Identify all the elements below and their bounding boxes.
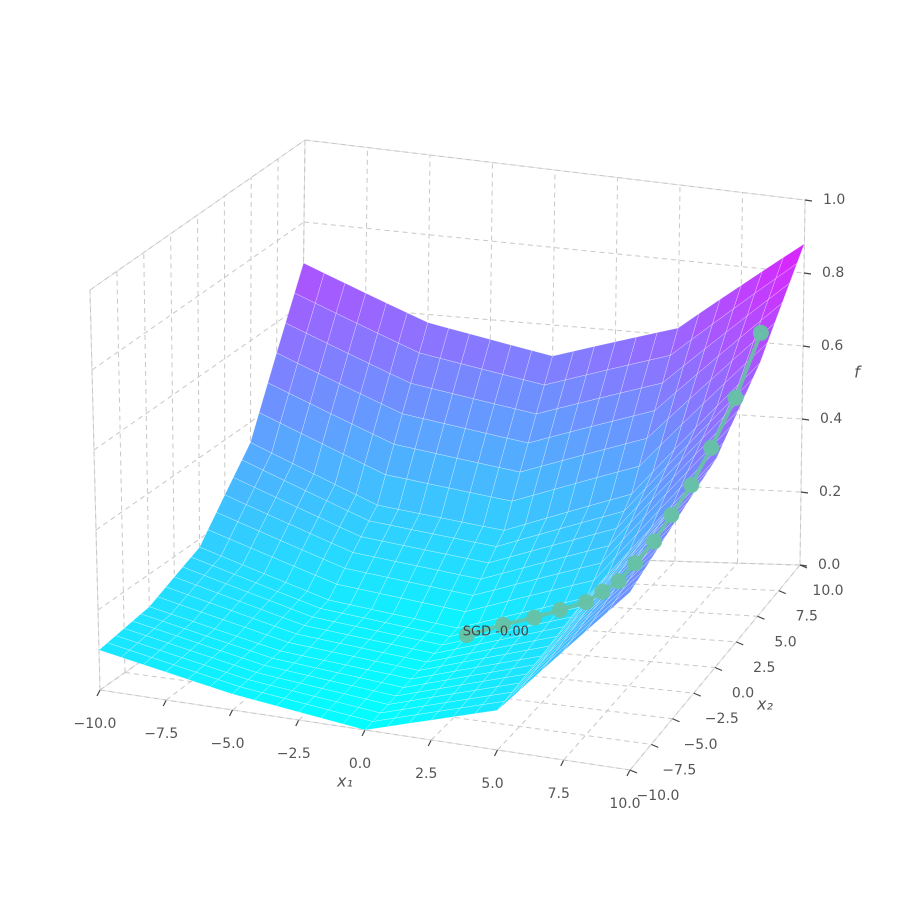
x-tick [560, 759, 565, 767]
grid-line [143, 252, 151, 656]
y-tick-label: 0.0 [732, 686, 754, 702]
y-axis-label: x₂ [756, 695, 773, 714]
x-tick-label: 10.0 [609, 796, 640, 812]
z-tick [804, 199, 813, 202]
z-tick [800, 491, 809, 494]
z-tick-label: 0.2 [819, 484, 841, 500]
path-marker [526, 609, 543, 626]
y-tick [693, 692, 701, 697]
y-tick [736, 641, 744, 646]
axis-labels: x₁ x₂ f [336, 363, 862, 791]
path-marker [577, 594, 594, 611]
x-tick-label: 2.5 [415, 766, 437, 782]
x-tick-label: 7.5 [548, 786, 570, 802]
z-axis-label: f [854, 363, 862, 382]
x-tick-label: −2.5 [277, 746, 311, 762]
z-tick-label: 0.6 [821, 338, 843, 354]
path-annotation: SGD -0.00 [463, 625, 529, 640]
grid-line [170, 233, 176, 638]
path-marker [610, 573, 627, 590]
x-tick-label: −5.0 [211, 736, 245, 752]
x-tick-label: −7.5 [144, 726, 178, 742]
z-tick-label: 0.0 [818, 557, 840, 573]
grid-line [91, 221, 305, 371]
x-tick [96, 689, 101, 697]
path-marker [552, 601, 569, 618]
y-tick [629, 769, 638, 774]
x-tick [228, 709, 234, 717]
path-marker [495, 616, 512, 633]
y-tick [651, 743, 659, 748]
y-tick [757, 615, 765, 620]
path-marker [458, 627, 475, 644]
x-tick [361, 729, 366, 737]
path-marker [683, 477, 700, 494]
path-marker [727, 389, 744, 406]
grid-line [304, 139, 806, 201]
x-tick [162, 699, 167, 707]
path-marker [646, 533, 663, 550]
grid-line [93, 303, 304, 451]
grid-line [89, 289, 101, 691]
y-tick [714, 666, 723, 672]
z-tick [799, 564, 808, 567]
y-tick-label: −7.5 [662, 762, 696, 778]
z-tick [803, 272, 812, 275]
path-marker [627, 555, 644, 572]
x-axis-label: x₁ [336, 772, 353, 791]
x-tick-label: 0.0 [349, 756, 371, 772]
z-tick-label: 0.8 [822, 265, 844, 281]
z-tick [801, 418, 810, 421]
y-tick-label: −5.0 [684, 737, 718, 753]
path-marker [752, 324, 769, 341]
y-tick [778, 590, 786, 595]
grid-line [563, 562, 738, 761]
y-tick-label: 2.5 [753, 660, 775, 676]
z-tick-label: 0.4 [820, 411, 842, 427]
z-tick [802, 345, 811, 348]
x-tick [493, 749, 499, 757]
x-tick [427, 739, 432, 747]
grid-line [99, 549, 301, 691]
optimizer-path: SGD -0.00 [458, 324, 769, 644]
grid-line [799, 199, 806, 566]
y-tick-label: −10.0 [637, 788, 680, 804]
grid-line [89, 139, 306, 291]
y-tick-label: 10.0 [812, 583, 843, 599]
grid-line [174, 637, 694, 694]
path-marker [703, 439, 720, 456]
y-tick-label: 7.5 [796, 609, 818, 625]
grid-line [116, 271, 126, 673]
x-tick [295, 719, 300, 727]
x-tick-label: −10.0 [74, 716, 117, 732]
z-tick-label: 1.0 [823, 192, 845, 208]
y-tick-label: −2.5 [705, 711, 739, 727]
path-marker [663, 507, 680, 524]
y-tick [672, 718, 680, 723]
path-marker [594, 583, 611, 600]
surface-patch [607, 580, 638, 613]
y-tick-label: 5.0 [774, 634, 796, 650]
x-tick-label: 5.0 [481, 776, 503, 792]
grid-line [303, 221, 805, 274]
grid-line [737, 192, 743, 564]
x-tick [626, 769, 631, 777]
